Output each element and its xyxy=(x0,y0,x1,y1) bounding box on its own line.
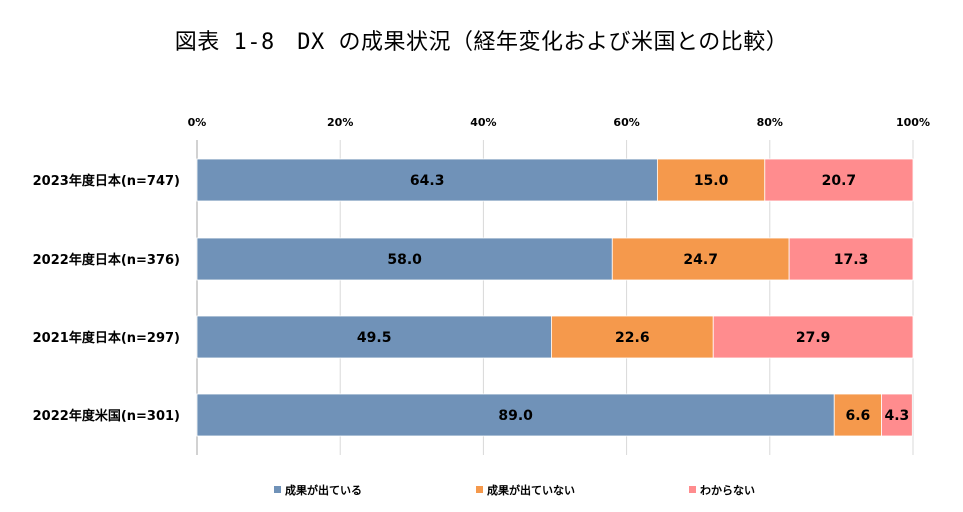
category-label: 2021年度日本(n=297) xyxy=(33,330,180,346)
chart-title: 図表 1-8 DX の成果状況（経年変化および米国との比較） xyxy=(174,30,789,55)
data-label: 22.6 xyxy=(615,330,650,346)
legend-swatch xyxy=(274,486,281,493)
x-tick-label: 20% xyxy=(327,116,353,129)
x-tick-label: 0% xyxy=(188,116,207,129)
bar-segment xyxy=(788,237,914,281)
data-label: 20.7 xyxy=(822,173,857,189)
x-tick-label: 60% xyxy=(613,116,639,129)
x-tick-label: 80% xyxy=(757,116,783,129)
data-label: 6.6 xyxy=(845,408,870,424)
x-tick-label: 40% xyxy=(470,116,496,129)
legend-label: わからない xyxy=(700,484,755,497)
data-label: 15.0 xyxy=(694,173,729,189)
bar-segment xyxy=(712,315,914,359)
bar-segment xyxy=(611,237,790,281)
category-label: 2023年度日本(n=747) xyxy=(33,173,180,189)
bar-segment xyxy=(764,158,914,202)
data-label: 17.3 xyxy=(834,252,869,268)
legend-swatch xyxy=(689,486,696,493)
legend-label: 成果が出ていない xyxy=(487,483,575,497)
bar-segment xyxy=(881,393,913,437)
data-label: 64.3 xyxy=(410,173,445,189)
x-tick-label: 100% xyxy=(896,116,930,129)
legend-swatch xyxy=(476,486,483,493)
category-label: 2022年度米国(n=301) xyxy=(33,408,180,424)
data-label: 89.0 xyxy=(498,408,533,424)
data-label: 49.5 xyxy=(357,330,392,346)
category-label: 2022年度日本(n=376) xyxy=(33,252,180,268)
bar-segment xyxy=(196,393,835,437)
bar-segment xyxy=(656,158,766,202)
data-label: 27.9 xyxy=(796,330,831,346)
bar-segment xyxy=(551,315,714,359)
bar-segment xyxy=(196,315,552,359)
data-label: 4.3 xyxy=(884,408,909,424)
data-label: 58.0 xyxy=(387,252,422,268)
bar-segment xyxy=(196,237,613,281)
legend-label: 成果が出ている xyxy=(285,483,362,497)
bar-segment xyxy=(833,393,882,437)
data-label: 24.7 xyxy=(683,252,718,268)
